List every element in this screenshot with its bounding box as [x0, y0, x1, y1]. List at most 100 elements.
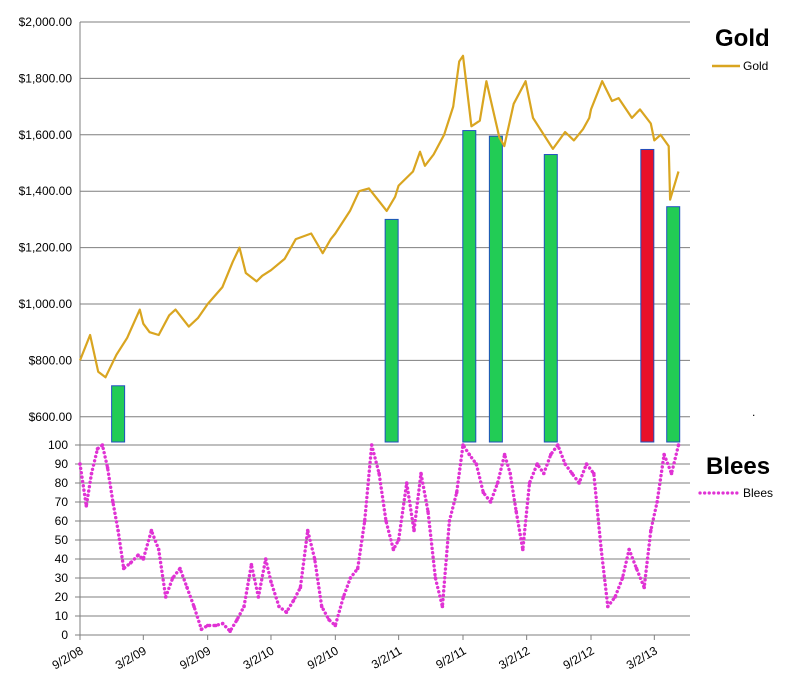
gold-series — [78, 54, 680, 379]
blees-point — [488, 500, 493, 504]
blees-point — [556, 443, 560, 447]
x-tick: 9/2/08 — [50, 643, 86, 672]
blees-point — [355, 566, 360, 571]
blees-point — [396, 538, 401, 542]
blees-point — [199, 627, 204, 632]
blees-y-tick: 60 — [55, 514, 69, 528]
blees-point — [305, 528, 310, 533]
blees-y-tick: 40 — [55, 552, 69, 566]
blees-point — [312, 557, 317, 561]
blees-point — [634, 566, 639, 571]
blees-point — [419, 471, 423, 476]
gold-y-tick: $2,000.00 — [19, 15, 73, 29]
blees-point — [542, 471, 546, 476]
blees-point — [178, 566, 182, 571]
signal-bar — [462, 130, 477, 443]
blees-legend-label: Blees — [743, 486, 773, 500]
axes — [79, 22, 690, 636]
x-tick: 3/2/11 — [369, 643, 404, 672]
x-tick: 9/2/12 — [561, 643, 597, 672]
blees-point — [319, 604, 324, 609]
x-tick: 3/2/12 — [496, 643, 532, 672]
blees-point — [242, 604, 246, 609]
blees-point — [447, 519, 452, 523]
x-tick: 3/2/10 — [241, 643, 277, 672]
blees-point — [549, 452, 553, 457]
blees-point — [474, 462, 479, 466]
blees-point — [662, 452, 666, 457]
blees-point — [192, 604, 196, 609]
stray-dot: . — [752, 405, 755, 419]
blees-point — [454, 490, 459, 495]
blees-point — [220, 621, 225, 626]
blees-point — [535, 462, 539, 466]
blees-point — [263, 557, 268, 561]
blees-point — [100, 443, 105, 447]
blees-point — [348, 576, 353, 580]
blees-point — [327, 618, 331, 622]
signal-bar — [666, 206, 681, 443]
blees-y-tick: 20 — [55, 590, 69, 604]
blees-point — [467, 452, 472, 457]
blees-point — [527, 481, 532, 485]
signal-bar — [111, 385, 126, 443]
blees-point — [570, 471, 574, 476]
blees-point — [502, 452, 507, 457]
blees-y-tick: 100 — [48, 438, 68, 452]
gold-chart-title: Gold — [715, 25, 770, 52]
blees-point — [627, 547, 631, 552]
x-tick: 9/2/11 — [433, 643, 468, 672]
blees-point — [170, 576, 175, 580]
blees-point — [121, 566, 126, 571]
blees-point — [426, 509, 430, 514]
blees-point — [128, 561, 133, 565]
blees-point — [649, 528, 653, 533]
blees-y-tick: 0 — [61, 628, 68, 642]
blees-point — [613, 595, 617, 599]
blees-y-tick: 10 — [55, 609, 69, 623]
blees-point — [404, 481, 409, 485]
blees-y-tick-labels: 0 10 20 30 40 50 60 70 80 90 100 — [48, 438, 68, 642]
blees-series — [78, 440, 681, 634]
blees-y-tick: 90 — [55, 457, 69, 471]
blees-y-tick: 30 — [55, 571, 69, 585]
blees-point — [277, 604, 281, 609]
blees-point — [149, 528, 154, 533]
blees-point — [333, 623, 338, 628]
blees-point — [136, 553, 140, 557]
blees-point — [676, 443, 681, 447]
blees-point — [362, 519, 367, 523]
signal-bars — [111, 130, 681, 443]
signal-bar — [384, 218, 399, 443]
blees-point — [89, 471, 94, 476]
blees-point — [412, 528, 416, 533]
blees-point — [369, 443, 374, 447]
x-tick: 9/2/10 — [305, 643, 341, 672]
blees-point — [508, 471, 512, 476]
blees-y-tick: 70 — [55, 495, 69, 509]
gold-y-tick: $600.00 — [29, 410, 73, 424]
blees-y-tick: 50 — [55, 533, 69, 547]
blees-point — [577, 481, 581, 485]
blees-point — [269, 580, 273, 584]
blees-point — [514, 509, 518, 514]
blees-point — [341, 595, 346, 599]
blees-point — [213, 623, 218, 628]
blees-point — [141, 557, 146, 561]
blees-point — [163, 595, 168, 599]
blees-point — [521, 547, 525, 552]
blees-point — [185, 585, 189, 590]
blees-point — [235, 618, 239, 622]
blees-point — [481, 490, 486, 495]
blees-point — [284, 610, 289, 614]
blees-chart-title: Blees — [706, 453, 770, 480]
blees-point — [256, 595, 261, 599]
gold-y-tick: $800.00 — [29, 353, 73, 367]
blees-point — [377, 471, 381, 476]
gold-line — [78, 54, 680, 379]
blees-point — [111, 500, 115, 504]
blees-point — [298, 585, 303, 590]
gold-y-tick: $1,400.00 — [19, 184, 73, 198]
gold-y-tick-labels: $600.00 $800.00 $1,000.00 $1,200.00 $1,400.0… — [19, 15, 73, 424]
